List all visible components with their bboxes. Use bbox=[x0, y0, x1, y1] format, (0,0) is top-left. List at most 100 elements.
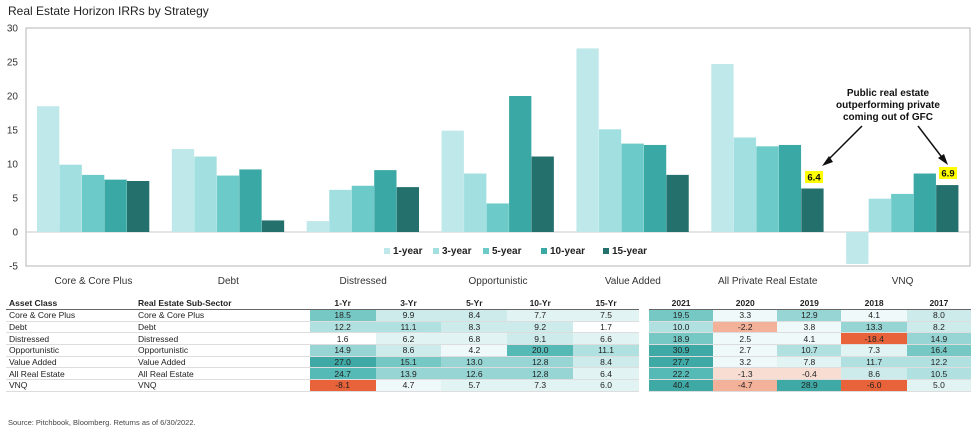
row-label: Opportunistic bbox=[135, 344, 310, 357]
legend-swatch bbox=[384, 248, 390, 254]
table-cell: 6.8 bbox=[441, 332, 508, 346]
source-note: Source: Pitchbook, Bloomberg. Returns as… bbox=[8, 418, 196, 427]
row-label: Value Added bbox=[135, 356, 310, 369]
table-cell: 10.5 bbox=[906, 367, 971, 381]
legend-label: 3-year bbox=[442, 246, 472, 257]
column-header: 3-Yr bbox=[375, 297, 442, 310]
row-label: All Real Estate bbox=[135, 367, 310, 381]
row-label: Opportunistic bbox=[6, 344, 136, 357]
y-tick-label: 5 bbox=[12, 194, 18, 205]
y-tick-label: 10 bbox=[7, 160, 19, 171]
y-tick-label: 20 bbox=[7, 92, 19, 103]
table-cell: 9.1 bbox=[507, 332, 574, 346]
table-cell: 4.7 bbox=[375, 379, 442, 392]
category-label: All Private Real Estate bbox=[718, 276, 818, 287]
table-cell: 11.1 bbox=[573, 344, 639, 357]
category-label: Distressed bbox=[340, 276, 387, 287]
table-cell: 20.0 bbox=[507, 344, 574, 357]
calendar-year-table: 2021 2020 2019 2018 2017 19.5 3.3 12.9 4.1 8.0 10… bbox=[649, 297, 971, 392]
table-cell: 1.7 bbox=[573, 321, 639, 334]
annotation: Public real estate outperforming private… bbox=[805, 88, 957, 184]
table-cell: 5.7 bbox=[441, 379, 508, 392]
highlight-box-private bbox=[805, 171, 823, 183]
bar bbox=[194, 156, 217, 232]
table-cell: -8.1 bbox=[309, 379, 376, 392]
highlight-label-vnq: 6.9 bbox=[941, 169, 954, 180]
legend: 1-year 3-year 5-year 10-year 15-year bbox=[384, 246, 647, 257]
bar bbox=[643, 144, 667, 232]
table-cell: 8.0 bbox=[906, 309, 971, 322]
table-cell: 7.3 bbox=[507, 379, 574, 392]
table-row: 40.4 -4.7 28.9 -6.0 5.0 bbox=[649, 379, 971, 392]
table-cell: 12.2 bbox=[906, 356, 971, 369]
bar bbox=[846, 232, 869, 264]
table-cell: 6.6 bbox=[573, 332, 639, 346]
table-cell: 10.0 bbox=[649, 321, 714, 334]
bar bbox=[104, 179, 127, 232]
table-cell: -1.3 bbox=[713, 367, 778, 381]
column-header: Real Estate Sub-Sector bbox=[135, 297, 310, 310]
bar bbox=[621, 143, 644, 232]
row-label: VNQ bbox=[135, 379, 310, 392]
legend-label: 5-year bbox=[492, 246, 522, 257]
bar bbox=[441, 130, 464, 232]
table-row: Debt Debt 12.2 11.1 8.3 9.2 1.7 bbox=[6, 321, 639, 334]
table-row: Core & Core Plus Core & Core Plus 18.5 9.9 8… bbox=[6, 309, 639, 322]
column-header: 2021 bbox=[649, 297, 714, 310]
bar bbox=[374, 170, 397, 232]
table-row: 22.2 -1.3 -0.4 8.6 10.5 bbox=[649, 367, 971, 381]
y-tick-label: 25 bbox=[7, 58, 19, 69]
table-cell: 13.3 bbox=[841, 321, 907, 334]
table-row: Distressed Distressed 1.6 6.2 6.8 9.1 6.6 bbox=[6, 332, 639, 346]
column-header: 2020 bbox=[713, 297, 778, 310]
table-cell: 7.5 bbox=[573, 309, 639, 322]
column-header: 10-Yr bbox=[507, 297, 574, 310]
column-header: 2018 bbox=[841, 297, 907, 310]
bar bbox=[396, 187, 420, 232]
table-cell: 22.2 bbox=[649, 367, 714, 381]
table-cell: -4.7 bbox=[713, 379, 778, 392]
column-header: 2019 bbox=[777, 297, 842, 310]
table-cell: 28.9 bbox=[777, 379, 842, 392]
table-cell: 18.9 bbox=[649, 332, 714, 346]
column-header: Asset Class bbox=[6, 297, 136, 310]
table-cell: 27.7 bbox=[649, 356, 714, 369]
highlight-label-private: 6.4 bbox=[807, 173, 821, 184]
table-row: 18.9 2.5 4.1 -18.4 14.9 bbox=[649, 332, 971, 346]
bar bbox=[216, 175, 240, 232]
bar bbox=[486, 203, 509, 232]
table-cell: 3.8 bbox=[777, 321, 842, 334]
table-row: 27.7 3.2 7.8 11.7 12.2 bbox=[649, 356, 971, 369]
table-row: VNQ VNQ -8.1 4.7 5.7 7.3 6.0 bbox=[6, 379, 639, 392]
table-cell: 3.3 bbox=[713, 309, 778, 322]
bar bbox=[733, 137, 757, 232]
table-cell: 15.1 bbox=[375, 356, 442, 369]
table-cell: 6.0 bbox=[573, 379, 639, 392]
table-cell: 18.5 bbox=[309, 309, 376, 322]
category-label: Debt bbox=[218, 276, 239, 287]
bar bbox=[351, 185, 375, 232]
table-cell: 7.8 bbox=[777, 356, 842, 369]
bar bbox=[37, 106, 60, 232]
table-cell: 8.6 bbox=[375, 344, 442, 357]
plot-frame bbox=[25, 27, 971, 267]
table-cell: 12.6 bbox=[441, 367, 508, 381]
table-cell: 9.2 bbox=[507, 321, 574, 334]
table-cell: 40.4 bbox=[649, 379, 714, 392]
annotation-line-1: Public real estate bbox=[847, 88, 930, 99]
table-cell: 13.0 bbox=[441, 356, 508, 369]
calendar-year-table-header: 2021 2020 2019 2018 2017 bbox=[649, 297, 971, 310]
row-label: Value Added bbox=[6, 356, 136, 369]
table-cell: -18.4 bbox=[841, 332, 907, 346]
bar bbox=[239, 169, 262, 232]
y-tick-label: 0 bbox=[12, 228, 18, 239]
table-row: 10.0 -2.2 3.8 13.3 8.2 bbox=[649, 321, 971, 334]
bar bbox=[778, 144, 802, 232]
table-cell: 16.4 bbox=[906, 344, 971, 357]
annotation-arrow-left bbox=[825, 125, 863, 163]
y-axis: 30 25 20 15 10 5 0 -5 bbox=[7, 24, 971, 273]
table-cell: 8.6 bbox=[841, 367, 907, 381]
returns-table-header: Asset Class Real Estate Sub-Sector 1-Yr 3-Y… bbox=[6, 297, 639, 310]
row-label: Debt bbox=[135, 321, 310, 334]
table-cell: 13.9 bbox=[375, 367, 442, 381]
